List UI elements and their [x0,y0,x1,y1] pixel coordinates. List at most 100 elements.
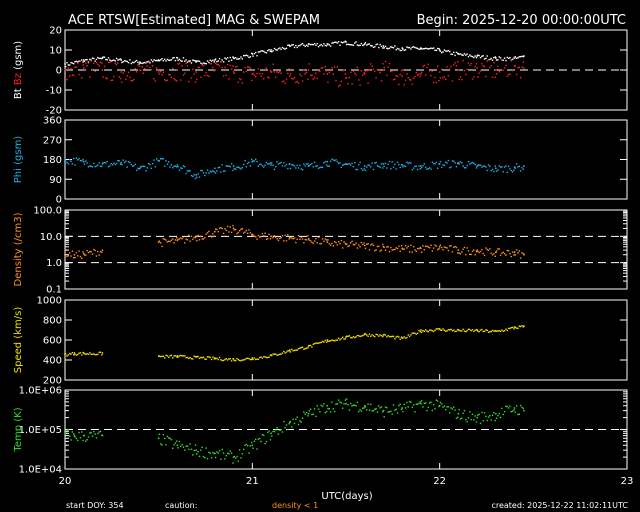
data-point-bt [135,59,138,62]
y-tick-label-temp: 1.0E+05 [19,425,62,436]
data-marker-temp [476,416,479,419]
data-point-bz [308,63,310,65]
data-point-bz [493,61,495,64]
y-axis-label-phi: Phi (gsm) [13,136,24,184]
data-point-density [309,240,312,242]
data-point-temp [220,458,222,460]
data-point-bz [384,60,387,63]
data-marker-speed [157,355,160,357]
data-point-bz [212,66,214,69]
data-point-bt [317,45,320,48]
data-point-speed [216,357,218,360]
data-point-phi [73,157,75,160]
data-point-speed [66,355,68,357]
y-axis-label-part: (gsm) [13,41,24,73]
data-marker-bt [213,59,216,61]
data-point-phi [204,174,206,177]
data-point-bt [276,49,278,51]
data-point-bt [173,56,175,59]
data-point-speed [188,357,190,360]
data-point-bz [233,72,235,75]
data-point-bz [67,67,70,69]
data-point-bt [475,56,478,59]
data-point-temp [502,413,504,416]
data-point-speed [244,358,246,361]
data-point-bt [134,60,136,63]
data-point-bz [135,71,138,73]
data-point-temp [206,457,209,460]
data-point-phi [273,168,276,171]
data-point-density [255,236,257,238]
data-point-temp [506,405,508,408]
data-point-bz [75,66,78,68]
data-point-temp [284,427,286,429]
data-point-bz [173,77,175,80]
data-point-bt [279,47,281,49]
data-point-bt [205,62,207,65]
data-point-phi [478,164,480,166]
data-point-density [317,236,320,239]
data-point-bt [411,46,413,48]
data-point-speed [73,354,75,356]
data-point-bt [188,60,190,62]
data-point-density [419,246,421,249]
data-point-bz [138,65,140,67]
data-point-bt [359,44,361,47]
data-point-bt [226,57,229,59]
data-point-density [275,236,277,238]
data-point-bt [434,49,436,52]
data-marker-bt [157,59,160,61]
data-marker-speed [232,358,235,360]
data-point-speed [204,358,206,360]
data-point-bz [130,79,132,82]
data-point-bz [201,64,203,66]
data-point-phi [346,163,348,166]
data-point-phi [229,165,231,168]
data-point-temp [470,418,472,421]
data-point-density [260,236,262,238]
data-point-density [287,234,289,236]
data-point-temp [501,407,503,410]
data-point-bt [257,51,260,53]
data-point-bz [506,75,508,78]
data-point-temp [420,400,423,402]
data-point-density [479,250,482,253]
data-point-phi [403,164,405,167]
data-marker-speed [420,329,422,331]
y-tick-label-density: 1.0 [46,258,62,269]
data-point-speed [218,356,221,359]
data-point-bt [368,43,371,45]
data-point-density [412,245,415,248]
data-point-bt [97,56,99,59]
data-point-phi [206,169,209,171]
data-point-speed [371,334,373,336]
data-point-temp [307,415,309,417]
data-point-bz [288,68,290,70]
data-point-temp [368,409,371,411]
data-point-phi [135,169,138,172]
data-point-density [467,250,470,252]
data-point-speed [229,358,231,360]
data-point-density [511,251,514,253]
data-point-phi [341,164,344,166]
data-marker-bz [101,69,104,71]
data-point-phi [337,162,340,164]
data-point-temp [439,401,442,404]
data-point-bt [341,42,344,44]
data-point-temp [490,419,492,421]
data-point-bt [248,56,250,59]
data-marker-density [82,252,85,255]
data-point-temp [379,407,381,409]
data-point-bz [98,65,100,67]
data-point-speed [489,331,491,333]
data-point-phi [168,161,170,163]
data-point-density [222,232,225,235]
data-point-phi [363,168,365,170]
data-point-speed [490,330,492,333]
data-point-bt [271,51,273,53]
data-point-temp [491,414,494,417]
y-axis-label-part: Bt [13,88,24,99]
data-point-temp [407,406,409,408]
data-point-phi [332,159,335,161]
